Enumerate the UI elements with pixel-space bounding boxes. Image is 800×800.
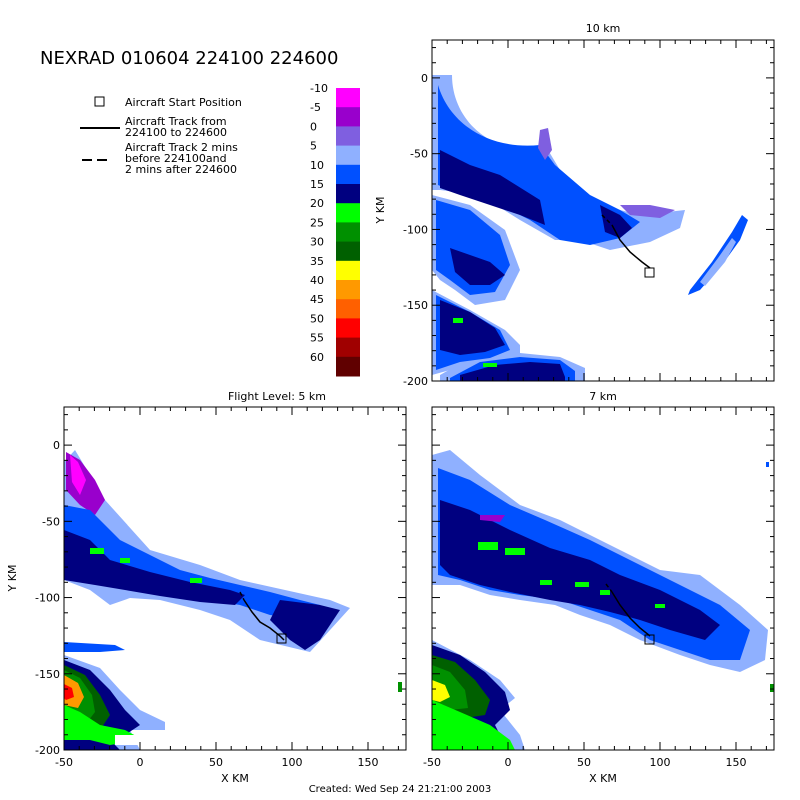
colorbar-label: 0	[310, 120, 317, 133]
panel-7km-xlabel: X KM	[589, 772, 617, 785]
created-footer: Created: Wed Sep 24 21:21:00 2003	[309, 784, 492, 795]
x-tick-label: 100	[650, 756, 671, 769]
panel-5km-xlabel: X KM	[221, 772, 249, 785]
x-tick-label: 0	[505, 756, 512, 769]
colorbar-swatch	[336, 164, 360, 185]
colorbar-swatch	[336, 222, 360, 243]
colorbar-swatch	[336, 203, 360, 223]
x-tick-label: 150	[358, 756, 379, 769]
colorbar-swatch	[336, 337, 360, 358]
colorbar-label: 60	[310, 351, 324, 364]
colorbar-label: 55	[310, 332, 324, 345]
panel-10km-frame	[431, 39, 775, 382]
x-tick-label: 50	[209, 756, 223, 769]
start-square-icon	[94, 96, 105, 107]
panel-5km-ticks: -50 0 50 100 150 0 -50 -100 -150 -200	[35, 407, 406, 769]
colorbar-label: 20	[310, 197, 324, 210]
y-tick-label: -50	[42, 515, 60, 528]
colorbar-label: 50	[310, 312, 324, 325]
panel-10km-ylabel: Y KM	[374, 197, 387, 225]
panel-5km-title: Flight Level: 5 km	[228, 390, 326, 403]
panel-10km-title: 10 km	[586, 22, 621, 35]
y-tick-label: -150	[403, 299, 428, 312]
panel-10km: 10 km	[374, 22, 775, 388]
colorbar-swatch	[336, 260, 360, 281]
panel-7km-ticks: -50 0 50 100 150	[423, 407, 774, 769]
y-tick-label: -50	[410, 148, 428, 161]
legend-dash-line2: before 224100and	[125, 152, 227, 165]
y-tick-label: -150	[35, 668, 60, 681]
colorbar-label: 15	[310, 178, 324, 191]
panel-5km-ylabel: Y KM	[6, 565, 19, 593]
y-tick-label: 0	[421, 72, 428, 85]
colorbar-swatch	[336, 280, 360, 300]
legend: Aircraft Start Position Aircraft Track f…	[80, 96, 242, 176]
panel-10km-ticks: 0 -50 -100 -150 -200	[403, 40, 774, 388]
colorbar-label: 5	[310, 140, 317, 153]
colorbar-swatch	[336, 145, 360, 166]
colorbar: -10 -5 0 5 10 15 20 25 30 35 40 45 50 55 60	[310, 82, 360, 377]
x-tick-label: 150	[726, 756, 747, 769]
y-tick-label: -200	[403, 375, 428, 388]
colorbar-label: 10	[310, 159, 324, 172]
colorbar-label: 40	[310, 274, 324, 287]
colorbar-label: -10	[310, 82, 328, 95]
panel-5km-frame	[63, 406, 407, 751]
colorbar-swatch	[336, 356, 360, 377]
x-tick-label: -50	[55, 756, 73, 769]
panel-5km-echoes	[64, 450, 402, 750]
legend-dash-line1: Aircraft Track 2 mins	[125, 141, 238, 154]
panel-10km-echoes	[432, 75, 748, 381]
colorbar-swatch	[336, 184, 360, 204]
x-tick-label: 0	[137, 756, 144, 769]
colorbar-swatch	[336, 88, 360, 108]
colorbar-label: 45	[310, 293, 324, 306]
legend-start: Aircraft Start Position	[125, 96, 242, 109]
colorbar-swatch	[336, 241, 360, 262]
colorbar-swatch	[336, 126, 360, 147]
figure-title: NEXRAD 010604 224100 224600	[40, 48, 338, 69]
x-tick-label: 100	[282, 756, 303, 769]
panel-5km: Flight Level: 5 km	[6, 390, 407, 785]
y-tick-label: 0	[53, 439, 60, 452]
panel-7km-echoes	[432, 450, 774, 750]
panel-7km: 7 km -50 0 50 100 150	[423, 390, 775, 785]
y-tick-label: -100	[403, 223, 428, 236]
legend-track-line1: Aircraft Track from	[125, 115, 227, 128]
panel-7km-title: 7 km	[589, 390, 617, 403]
colorbar-swatch	[336, 107, 360, 127]
panel-7km-frame	[431, 406, 775, 751]
x-tick-label: -50	[423, 756, 441, 769]
colorbar-label: 25	[310, 216, 324, 229]
legend-track-line2: 224100 to 224600	[125, 126, 227, 139]
legend-dash-line3: 2 mins after 224600	[125, 163, 237, 176]
colorbar-label: -5	[310, 101, 321, 114]
x-tick-label: 50	[577, 756, 591, 769]
colorbar-label: 35	[310, 255, 324, 268]
colorbar-swatch	[336, 299, 360, 319]
y-tick-label: -100	[35, 592, 60, 605]
colorbar-swatch	[336, 318, 360, 339]
colorbar-label: 30	[310, 236, 324, 249]
y-tick-label: -200	[35, 744, 60, 757]
